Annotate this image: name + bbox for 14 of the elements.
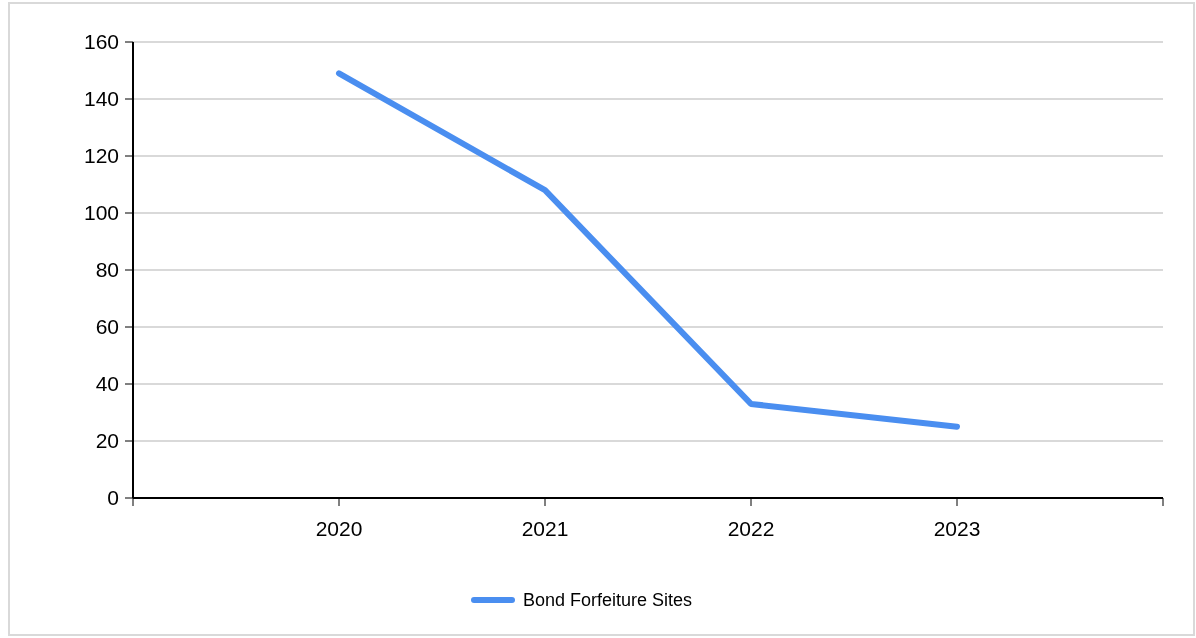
x-tick-label: 2022 [727, 517, 775, 540]
legend-label: Bond Forfeiture Sites [523, 590, 693, 611]
x-tick-label: 2021 [521, 517, 569, 540]
y-tick-label: 100 [83, 201, 119, 225]
y-tick-label: 80 [95, 258, 119, 282]
y-tick-label: 120 [83, 144, 119, 168]
y-tick-label: 160 [83, 30, 119, 54]
y-tick-label: 60 [95, 315, 119, 339]
x-tick-label: 2020 [315, 517, 363, 540]
y-tick-label: 40 [95, 372, 119, 396]
y-tick-label: 20 [95, 429, 119, 453]
x-tick-label: 2023 [933, 517, 981, 540]
y-tick-label: 140 [83, 87, 119, 111]
y-tick-label: 0 [107, 486, 119, 510]
